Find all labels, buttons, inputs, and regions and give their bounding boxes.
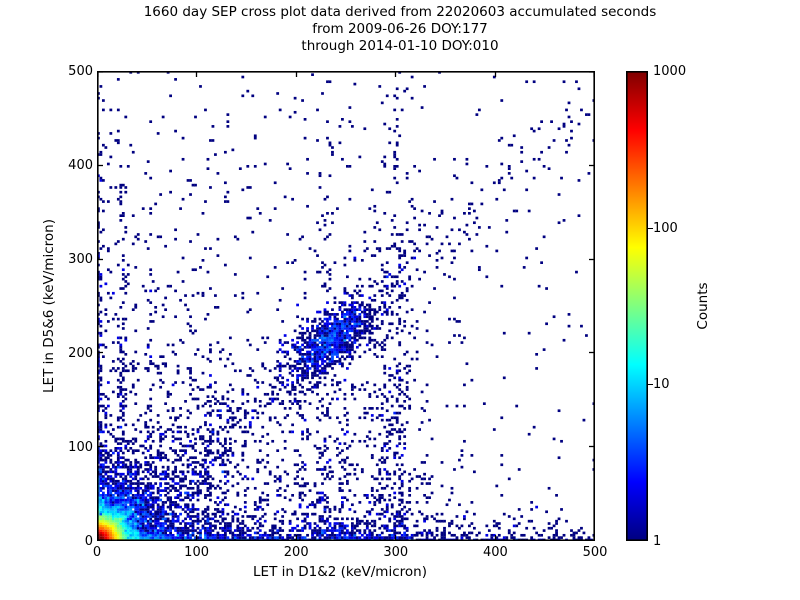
x-tick-label: 300: [383, 545, 409, 560]
y-tick-label: 500: [68, 64, 93, 79]
x-tick-label: 400: [482, 545, 508, 560]
plot-title-line-2: from 2009-06-26 DOY:177: [312, 21, 488, 37]
y-tick-label: 200: [68, 346, 93, 361]
scatter-heatmap-canvas: [97, 71, 595, 541]
colorbar-label: Counts: [695, 282, 711, 330]
colorbar-tick-mark: [648, 228, 653, 229]
y-tick-label: 0: [84, 534, 93, 549]
colorbar-tick-label: 100: [653, 220, 678, 236]
x-axis-label: LET in D1&2 (keV/micron): [253, 564, 427, 580]
colorbar-canvas: [626, 71, 648, 541]
plot-title-line-3: through 2014-01-10 DOY:010: [301, 38, 499, 54]
x-tick-label: 0: [92, 545, 102, 560]
colorbar-tick-label: 10: [653, 377, 670, 393]
x-tick-label: 100: [184, 545, 210, 560]
x-tick-label: 500: [582, 545, 608, 560]
colorbar-tick-label: 1: [653, 534, 662, 549]
y-tick-label: 100: [68, 440, 93, 455]
plot-title-line-1: 1660 day SEP cross plot data derived fro…: [143, 4, 657, 20]
colorbar-tick-mark: [648, 384, 653, 385]
x-tick-label: 200: [283, 545, 309, 560]
y-axis-label: LET in D5&6 (keV/micron): [41, 219, 57, 393]
y-tick-label: 400: [68, 158, 93, 173]
y-tick-label: 300: [68, 252, 93, 267]
colorbar-tick-label: 1000: [653, 64, 687, 79]
